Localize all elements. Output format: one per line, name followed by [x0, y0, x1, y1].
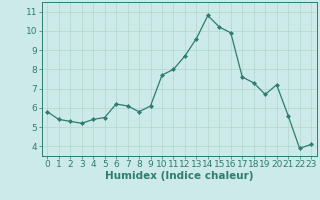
X-axis label: Humidex (Indice chaleur): Humidex (Indice chaleur): [105, 171, 253, 181]
